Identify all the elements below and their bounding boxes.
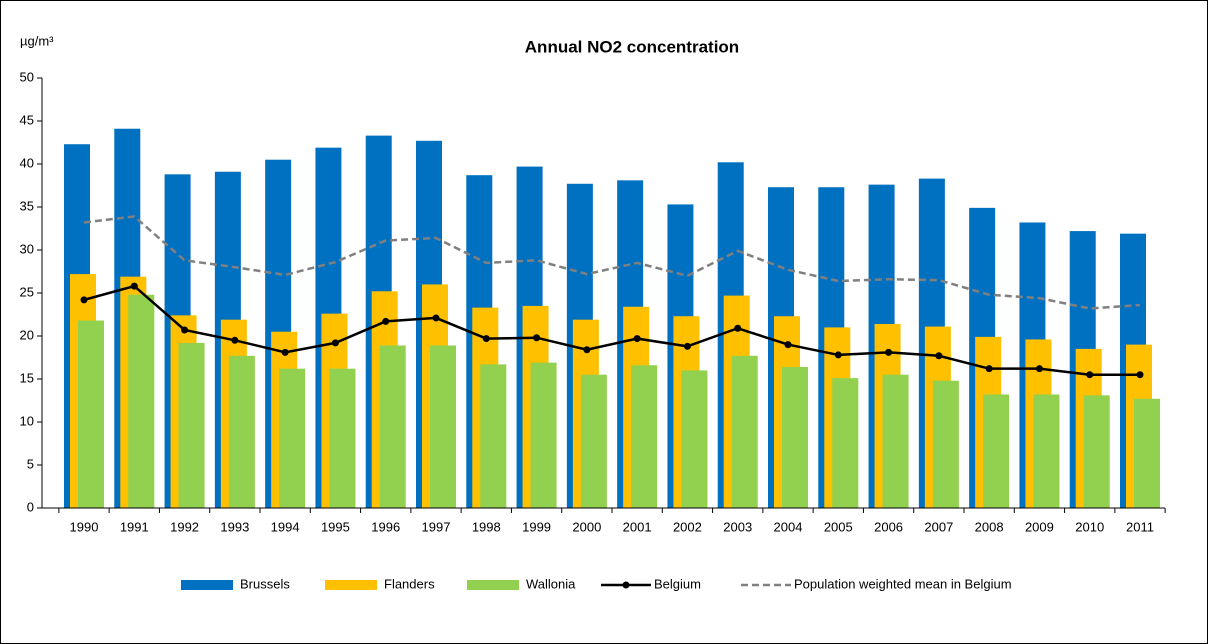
x-tick-label: 1999 [522, 519, 551, 534]
bar [128, 294, 155, 508]
bar [78, 320, 104, 508]
line-marker [181, 326, 189, 334]
line-series [83, 215, 1141, 310]
line-marker [80, 296, 88, 304]
x-tick-label: 1995 [321, 519, 350, 534]
y-axis-label: µg/m³ [20, 33, 54, 48]
bar [1083, 395, 1110, 508]
legend-marker [622, 581, 630, 589]
line-marker [432, 314, 440, 322]
bar [580, 374, 607, 508]
y-tick-label: 15 [20, 370, 34, 385]
x-tick-label: 2005 [824, 519, 853, 534]
bar [530, 362, 557, 508]
x-tick-label: 1998 [472, 519, 501, 534]
y-tick-label: 35 [20, 198, 34, 213]
y-tick-label: 10 [20, 413, 34, 428]
x-tick-label: 1993 [220, 519, 249, 534]
x-tick-label: 1994 [271, 519, 300, 534]
bar [430, 345, 456, 508]
bar [882, 374, 909, 508]
bar [1134, 398, 1160, 508]
line-marker [633, 335, 641, 343]
bar [279, 368, 306, 508]
line-marker [885, 348, 893, 356]
bar [731, 355, 758, 508]
x-tick-label: 2006 [874, 519, 903, 534]
x-tick-label: 2011 [1126, 519, 1154, 534]
y-tick-label: 0 [27, 499, 34, 514]
legend-label: Flanders [384, 576, 435, 591]
x-tick-label: 2001 [623, 519, 652, 534]
line-series [83, 284, 1140, 376]
line-marker [985, 365, 993, 373]
line-marker [281, 348, 289, 356]
x-tick-label: 1991 [120, 519, 149, 534]
bar [631, 365, 658, 508]
x-tick-label: 2010 [1075, 519, 1104, 534]
legend-swatch [325, 580, 377, 590]
bar [832, 378, 859, 508]
bar [178, 342, 205, 508]
legend-swatch [467, 580, 519, 590]
bar [228, 355, 255, 508]
x-tick-label: 2009 [1025, 519, 1054, 534]
x-tick-label: 2004 [774, 519, 803, 534]
bar [1033, 394, 1060, 508]
chart-title: Annual NO2 concentration [525, 37, 739, 56]
x-tick-label: 1992 [170, 519, 199, 534]
x-tick-label: 2007 [924, 519, 953, 534]
y-tick-label: 25 [20, 284, 34, 299]
line-marker [683, 342, 691, 350]
line-marker [834, 351, 842, 359]
line-marker [130, 282, 138, 290]
line-marker [583, 346, 591, 354]
bar [480, 364, 507, 508]
bar [379, 345, 406, 508]
legend-label: Population weighted mean in Belgium [794, 576, 1012, 591]
bar [983, 394, 1010, 508]
y-tick-label: 45 [20, 112, 34, 127]
line-marker [331, 339, 339, 347]
bar [932, 380, 959, 508]
x-tick-label: 2008 [975, 519, 1004, 534]
x-tick-label: 1996 [371, 519, 400, 534]
line-marker [482, 335, 490, 343]
line-marker [935, 352, 943, 360]
x-tick-label: 2002 [673, 519, 702, 534]
line-marker [1136, 371, 1144, 379]
legend-swatch [181, 580, 233, 590]
bar [681, 370, 708, 508]
x-tick-label: 2003 [723, 519, 752, 534]
x-tick-label: 1990 [70, 519, 99, 534]
line-marker [784, 341, 792, 349]
y-tick-label: 50 [20, 69, 34, 84]
line-marker [1035, 365, 1043, 373]
legend-label: Brussels [240, 576, 290, 591]
y-tick-label: 20 [20, 327, 34, 342]
y-tick-label: 5 [27, 456, 34, 471]
line-marker [533, 334, 541, 342]
x-tick-label: 2000 [572, 519, 601, 534]
legend-label: Wallonia [526, 576, 576, 591]
line-marker [734, 324, 742, 332]
legend-label: Belgium [654, 576, 701, 591]
line-marker [382, 317, 390, 325]
bar [782, 366, 808, 508]
line-marker [1086, 371, 1094, 379]
line-marker [231, 336, 239, 344]
y-tick-label: 30 [20, 241, 34, 256]
y-tick-label: 40 [20, 155, 34, 170]
x-tick-label: 1997 [422, 519, 451, 534]
bar [329, 368, 356, 508]
